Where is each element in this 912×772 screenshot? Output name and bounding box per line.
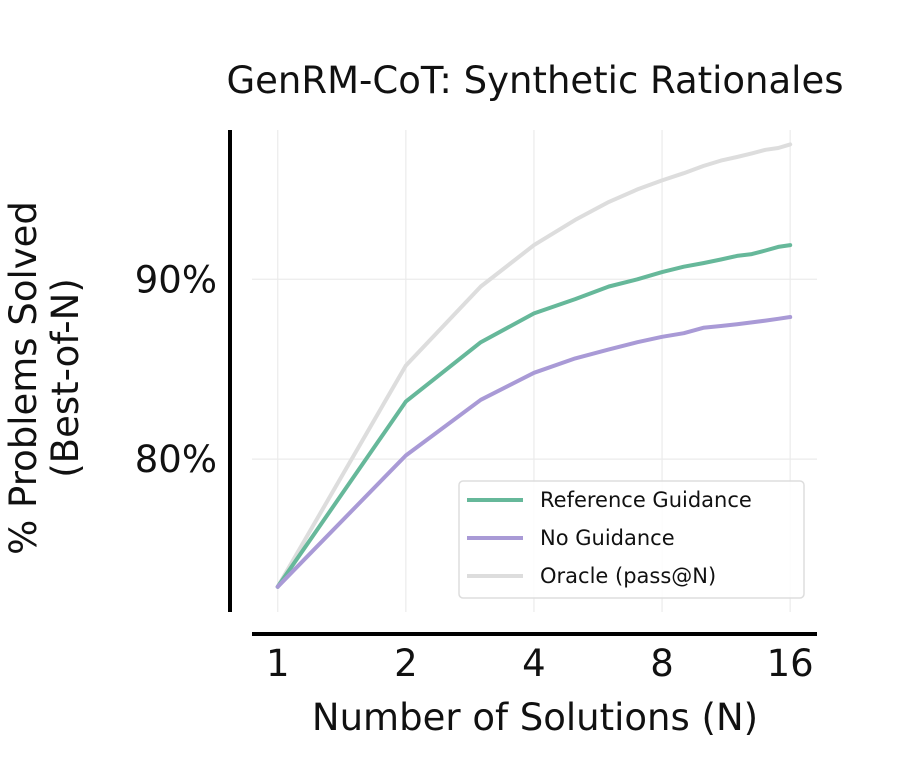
- x-tick-label: 8: [650, 642, 674, 685]
- x-tick-labels: 1 2 4 8 16: [266, 642, 814, 685]
- y-tick-label: 90%: [135, 258, 217, 301]
- legend-items: Reference Guidance No Guidance Oracle (pas…: [467, 488, 752, 588]
- y-axis-label-line: % Problems Solved: [2, 201, 45, 555]
- x-tick-label: 2: [394, 642, 418, 685]
- grid: [252, 130, 817, 612]
- x-axis-label: Number of Solutions (N): [312, 696, 758, 739]
- chart-title: GenRM-CoT: Synthetic Rationales: [227, 59, 844, 102]
- y-axis-label-line: (Best-of-N): [44, 278, 87, 478]
- x-tick-label: 16: [767, 642, 814, 685]
- x-tick-label: 4: [522, 642, 546, 685]
- series-line-no-guidance: [275, 315, 793, 589]
- y-tick-label: 80%: [135, 438, 217, 481]
- legend-label: Oracle (pass@N): [540, 564, 716, 588]
- y-tick-labels: 80% 90%: [135, 258, 217, 481]
- series-line-reference-guidance: [275, 243, 793, 589]
- legend-box: [458, 480, 805, 599]
- legend-label: No Guidance: [540, 526, 675, 550]
- x-tick-label: 1: [266, 642, 290, 685]
- legend-label: Reference Guidance: [540, 488, 752, 512]
- legend: Reference Guidance No Guidance Oracle (pas…: [458, 480, 805, 599]
- y-axis-label: % Problems Solved(Best-of-N): [2, 201, 87, 555]
- series-layer: [275, 142, 793, 589]
- series-line-oracle-pass-n: [275, 142, 793, 589]
